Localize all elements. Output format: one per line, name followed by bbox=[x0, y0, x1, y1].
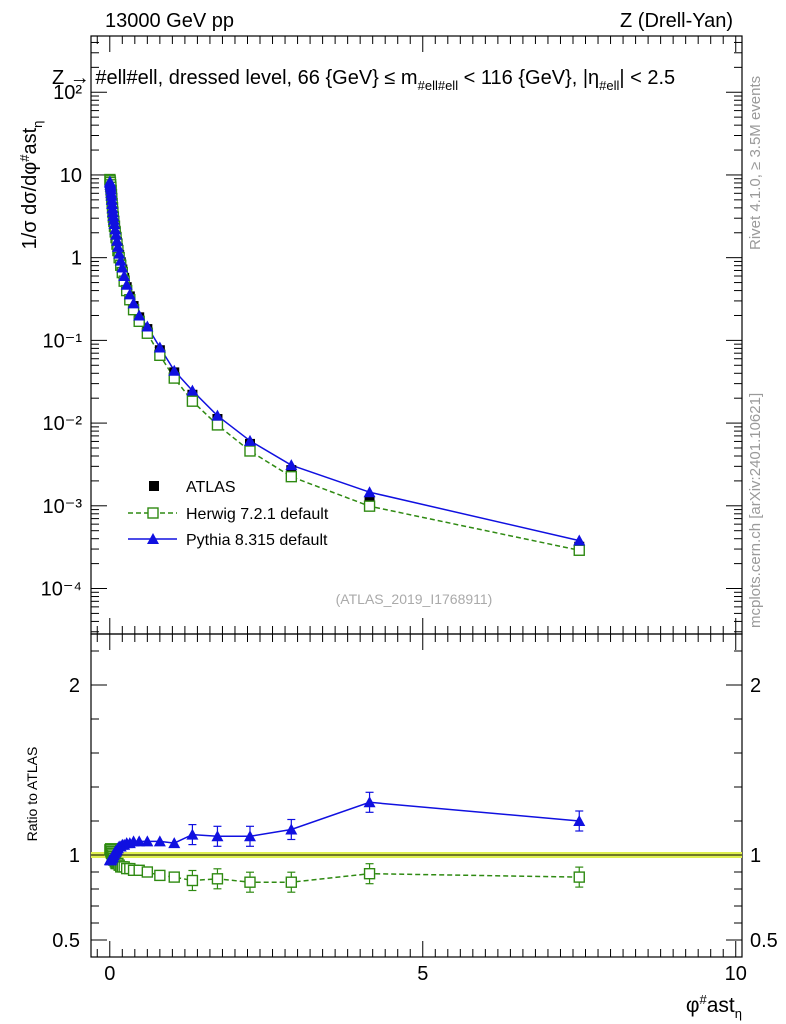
rivet-info: Rivet 4.1.0, ≥ 3.5M events bbox=[747, 76, 764, 250]
pythia-point bbox=[108, 218, 121, 230]
pythia-ratio-point bbox=[285, 823, 298, 835]
pythia-point bbox=[186, 384, 199, 396]
legend: ATLAS Herwig 7.2.1 default Pythia 8.315 … bbox=[128, 479, 329, 549]
pythia-point bbox=[285, 459, 298, 471]
process-label: Z (Drell-Yan) bbox=[620, 10, 733, 32]
pythia-point bbox=[114, 254, 127, 266]
pythia-ratio-point bbox=[186, 828, 199, 840]
y-tick-label: 10⁻³ bbox=[43, 496, 83, 518]
pythia-point bbox=[211, 409, 224, 421]
main-series bbox=[103, 173, 586, 556]
herwig-point bbox=[211, 419, 224, 431]
main-y-axis-label: 1/σ dσ/dφ#astη bbox=[17, 121, 45, 250]
pythia-point bbox=[243, 434, 256, 446]
pythia-point bbox=[133, 309, 146, 321]
mcplots-info: mcplots.cern.ch [arXiv:2401.10621] bbox=[747, 393, 764, 628]
herwig-point bbox=[244, 445, 256, 457]
pythia-point bbox=[153, 341, 166, 353]
main-y-tick-labels: 10⁻⁴ 10⁻³ 10⁻² 10⁻¹ 1 10 10² bbox=[41, 82, 83, 600]
ratio-y-tick-label-right: 1 bbox=[750, 845, 761, 867]
pythia-ratio-line bbox=[109, 801, 580, 861]
pythia-ratio-point bbox=[243, 830, 256, 842]
herwig-ratio-point bbox=[573, 871, 585, 883]
x-tick-label: 5 bbox=[417, 963, 428, 985]
legend-atlas-marker bbox=[149, 481, 159, 491]
x-tick-label: 0 bbox=[104, 963, 115, 985]
pythia-point bbox=[111, 240, 124, 252]
pythia-ratio-point bbox=[133, 835, 146, 847]
analysis-reference: (ATLAS_2019_I1768911) bbox=[336, 591, 493, 607]
ratio-axis-ticks bbox=[91, 634, 742, 957]
y-tick-label: 10⁻¹ bbox=[43, 330, 83, 352]
pythia-point bbox=[109, 223, 122, 235]
pythia-ratio-point bbox=[363, 796, 376, 808]
ratio-y-tick-label-left: 0.5 bbox=[52, 930, 80, 952]
pythia-ratio-point bbox=[573, 815, 586, 826]
herwig-ratio-point bbox=[154, 869, 166, 882]
plot-title: Z → #ell#ell, dressed level, 66 {GeV} ≤ … bbox=[52, 67, 675, 93]
ratio-y-tick-label-right: 2 bbox=[750, 675, 761, 697]
herwig-point bbox=[363, 500, 376, 512]
pythia-point bbox=[118, 270, 131, 282]
legend-pythia-label: Pythia 8.315 default bbox=[186, 532, 328, 549]
ratio-y-tick-labels: 0.5 0.5 1 1 2 2 bbox=[52, 675, 778, 952]
pythia-ratio-point bbox=[153, 835, 166, 847]
pythia-point bbox=[110, 234, 123, 246]
herwig-ratio-point bbox=[363, 868, 376, 880]
herwig-ratio-point bbox=[244, 876, 256, 888]
pythia-point bbox=[123, 288, 136, 300]
pythia-point bbox=[120, 278, 133, 290]
y-tick-label: 10 bbox=[60, 165, 82, 187]
herwig-ratio-point bbox=[285, 876, 298, 888]
pythia-line bbox=[109, 181, 580, 542]
herwig-ratio-point bbox=[141, 866, 154, 878]
herwig-point bbox=[285, 470, 298, 483]
pythia-ratio-point bbox=[141, 835, 154, 847]
legend-herwig-label: Herwig 7.2.1 default bbox=[186, 506, 329, 523]
x-tick-label: 10 bbox=[725, 963, 747, 985]
pythia-point bbox=[113, 247, 126, 259]
x-axis-label: φ#astη bbox=[686, 992, 742, 1021]
legend-pythia-marker bbox=[147, 533, 159, 544]
legend-herwig-marker bbox=[147, 507, 159, 519]
y-tick-label: 10² bbox=[53, 82, 82, 104]
herwig-line bbox=[109, 179, 580, 552]
energy-label: 13000 GeV pp bbox=[105, 10, 234, 32]
ratio-y-tick-label-left: 1 bbox=[69, 845, 80, 867]
x-tick-labels: 0 5 10 bbox=[104, 963, 747, 985]
pythia-point bbox=[116, 261, 129, 273]
ratio-y-axis-label: Ratio to ATLAS bbox=[24, 747, 40, 842]
herwig-ratio-point bbox=[168, 871, 180, 883]
pythia-point bbox=[127, 297, 140, 309]
herwig-point bbox=[186, 395, 199, 407]
herwig-point bbox=[573, 544, 585, 556]
herwig-ratio-point bbox=[211, 873, 224, 885]
legend-item-herwig: Herwig 7.2.1 default bbox=[128, 506, 329, 523]
legend-item-atlas: ATLAS bbox=[149, 479, 236, 496]
y-tick-label: 10⁻² bbox=[43, 413, 83, 435]
pythia-point bbox=[573, 534, 586, 546]
pythia-point bbox=[168, 364, 181, 376]
ratio-y-tick-label-left: 2 bbox=[69, 675, 80, 697]
pythia-ratio-point bbox=[168, 837, 181, 849]
main-axis-ticks bbox=[91, 36, 742, 634]
pythia-point bbox=[363, 486, 376, 498]
ratio-y-tick-label-right: 0.5 bbox=[750, 930, 778, 952]
pythia-point bbox=[141, 320, 154, 332]
pythia-ratio-point bbox=[211, 830, 224, 842]
ratio-panel-frame bbox=[90, 633, 743, 958]
legend-item-pythia: Pythia 8.315 default bbox=[128, 532, 328, 549]
y-tick-label: 10⁻⁴ bbox=[41, 579, 82, 601]
herwig-ratio-point bbox=[186, 874, 199, 887]
ratio-series bbox=[103, 791, 586, 893]
pythia-point bbox=[110, 228, 123, 240]
legend-atlas-label: ATLAS bbox=[186, 479, 236, 496]
y-tick-label: 1 bbox=[71, 248, 82, 270]
